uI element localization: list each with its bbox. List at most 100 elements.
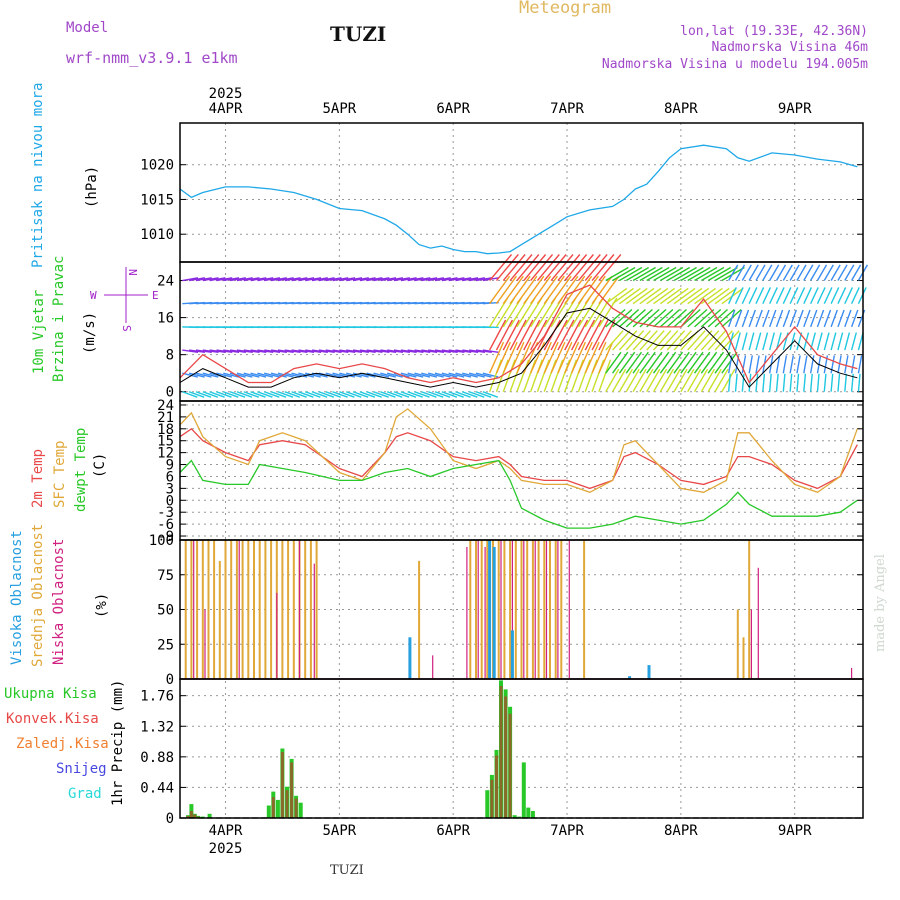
wind-arrow [728,264,739,281]
wind-arrow [536,341,552,374]
wind-arrow [748,309,756,328]
wind-arrow [810,287,819,304]
cloud-bar [276,592,278,679]
wind-arrow [243,372,260,378]
wind-arrow [216,349,233,353]
precip-bar [207,813,212,818]
wind-arrow [577,254,601,281]
cloud-bar [543,540,546,679]
wind-arrow [488,341,505,374]
wind-arrow [550,359,564,392]
cloud-bar [193,540,195,679]
wind-arrow [421,372,438,378]
wind-arrow [755,309,763,328]
wind-arrow [741,309,750,328]
wind-arrow [646,287,669,305]
precip-bar [266,805,271,818]
wind-arrow [229,277,246,282]
wind-arrow [660,266,684,282]
wind-arrow [250,277,267,282]
wind-arrow [495,341,511,374]
precip-bar [189,811,193,818]
wind-arrow [769,264,780,281]
wind-arrow [850,355,856,374]
wind-arrow [830,355,835,374]
wind-arrow [646,266,670,282]
cloud-bar [537,540,540,679]
pressure-unit: (hPa) [84,165,100,208]
wind-arrow [182,277,199,282]
compass-w-label: W [90,289,97,302]
wind-arrow [387,372,403,378]
wind-arrow [687,351,704,374]
wind-arrow [625,287,648,305]
wind-arrow [830,332,837,351]
wind-arrow [673,287,696,305]
wind-arrow [202,277,219,282]
cloud-bar [531,540,534,679]
cloud-bar [647,665,651,679]
wind-arrow [482,391,499,398]
wind-arrow [495,254,519,281]
cloud-bar [213,540,216,679]
wind-arrow [721,368,736,393]
wind-arrow [734,264,746,281]
wind-arrow [680,351,697,374]
wind-arrow [728,287,737,304]
wind-arrow [414,391,430,398]
wind-arrow [482,349,499,353]
wind-arrow [646,351,663,374]
temp-label-1: 2m Temp [30,448,46,508]
y-tick-label: 0 [166,672,174,688]
wind-arrow [304,391,321,398]
wind-arrow [216,277,233,282]
wind-arrow [441,372,458,378]
wind-arrow [612,330,631,351]
panel-frame [179,678,864,819]
wind-arrow [830,287,840,304]
wind-arrow [380,391,396,398]
cloud-bar [549,540,551,679]
wind-gust-line [179,307,858,388]
wind-arrow [639,287,662,305]
wind-arrow [605,368,620,393]
precip-bar [280,752,284,818]
wind-arrow [318,277,335,282]
wind-arrow [591,341,607,374]
wind-arrow [523,319,541,351]
wind-arrow [775,373,779,392]
cloud-bar [486,540,489,679]
wind-arrow [270,391,287,398]
wind-arrow [789,373,793,392]
wind-arrow [509,319,527,351]
wind-arrow [325,372,342,378]
top-time-label: 8APR [664,101,698,117]
wind-arrow [605,351,622,374]
wind-arrow [543,341,559,374]
wind-arrow [844,373,848,392]
wind-arrow [243,349,260,353]
wind-arrow [223,391,239,398]
wind-arrow [707,308,728,328]
wind-arrow [837,355,842,374]
wind-arrow [318,349,335,353]
wind-arrow [700,351,718,374]
wind-arrow [639,330,658,351]
wind-arrow [325,349,342,353]
wind-arrow [270,372,287,378]
wind-arrow [612,266,636,282]
wind-arrow [182,372,198,378]
wind-arrow [618,287,641,305]
precip-bar [504,696,508,818]
y-tick-label: 0 [166,493,174,509]
wind-arrow [625,308,646,328]
wind-arrow [529,359,543,392]
wind-arrow [741,332,748,351]
cloud-label-2: Srednja Oblacnost [30,523,46,667]
wind-arrow [659,287,682,305]
wind-arrow [796,373,800,392]
cloud-bar [509,540,512,679]
wind-arrow [844,287,854,304]
wind-arrow [462,372,478,378]
y-tick-label: 24 [157,398,174,414]
